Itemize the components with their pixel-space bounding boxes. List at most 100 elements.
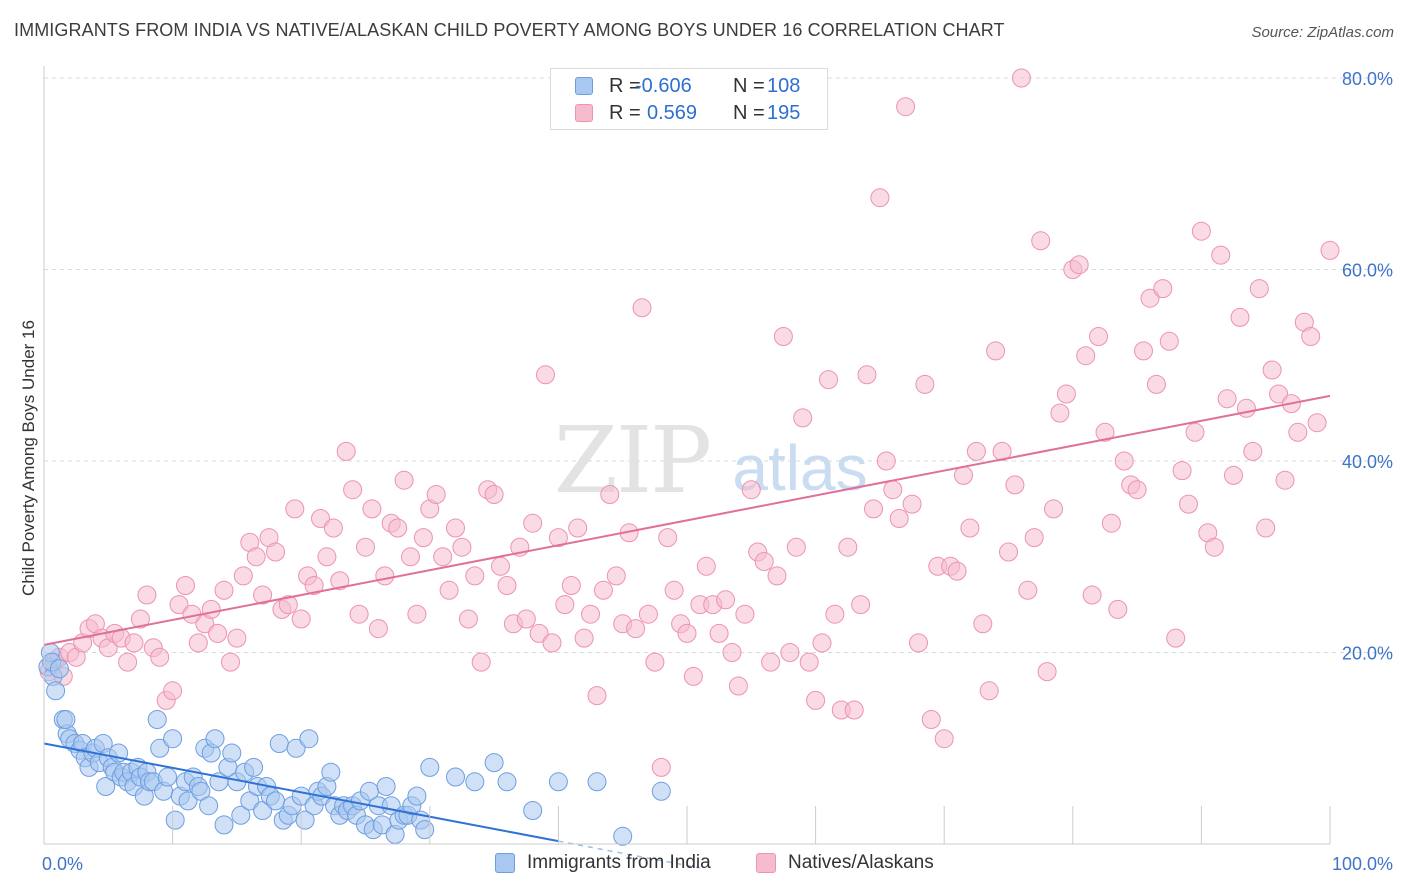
point-natives-alaskans [626,619,646,639]
trend-lines [43,394,1331,869]
legend-r-value: 0.569 [647,102,698,124]
point-natives-alaskans [1230,307,1250,327]
point-natives-alaskans [786,537,806,557]
point-natives-alaskans [851,595,871,615]
point-natives-alaskans [876,451,896,471]
point-natives-alaskans [368,619,388,639]
bottom-legend-swatch-pink [756,853,776,873]
point-natives-alaskans [1191,221,1211,241]
x-tick-label-min: 0.0% [42,854,83,874]
point-natives-alaskans [1224,465,1243,485]
point-immigrants-from-india [548,772,568,792]
point-natives-alaskans [233,566,253,586]
point-natives-alaskans [1153,279,1173,299]
point-immigrants-from-india [147,710,167,729]
point-immigrants-from-india [407,786,427,806]
point-immigrants-from-india [56,710,76,729]
point-natives-alaskans [388,518,408,538]
point-natives-alaskans [1069,255,1089,275]
point-natives-alaskans [1166,628,1186,648]
point-natives-alaskans [986,341,1006,361]
point-immigrants-from-india [214,815,234,835]
point-immigrants-from-india [286,738,306,758]
point-immigrants-from-india [376,777,396,796]
point-natives-alaskans [516,609,536,629]
point-natives-alaskans [1134,341,1153,361]
point-natives-alaskans [979,681,999,701]
point-natives-alaskans [838,537,858,557]
point-natives-alaskans [844,700,864,720]
point-natives-alaskans [587,686,607,706]
point-natives-alaskans [780,643,800,662]
legend-swatch-blue [575,77,593,95]
point-natives-alaskans [593,580,613,600]
y-tick-label: 20.0% [1342,644,1393,664]
point-natives-alaskans [999,542,1018,562]
point-immigrants-from-india [651,781,671,801]
point-natives-alaskans [1031,231,1051,251]
point-natives-alaskans [1256,518,1276,538]
point-immigrants-from-india [158,767,177,787]
chart-source: Source: ZipAtlas.com [1251,24,1394,41]
point-natives-alaskans [446,518,465,538]
point-natives-alaskans [523,513,543,533]
point-natives-alaskans [1140,288,1160,308]
bottom-legend-label: Natives/Alaskans [788,852,934,873]
point-natives-alaskans [343,480,363,500]
point-natives-alaskans [1056,384,1076,404]
point-natives-alaskans [1101,513,1121,533]
point-natives-alaskans [568,518,588,538]
legend-n-value: 195 [767,102,801,124]
point-natives-alaskans [1243,441,1263,461]
point-immigrants-from-india [222,743,242,763]
point-natives-alaskans [1307,413,1327,433]
point-natives-alaskans [1044,499,1063,519]
point-natives-alaskans [452,537,472,557]
point-natives-alaskans [323,518,343,538]
point-natives-alaskans [1076,346,1096,366]
point-natives-alaskans [709,623,729,643]
point-natives-alaskans [574,628,594,648]
point-natives-alaskans [754,552,774,571]
point-natives-alaskans [169,595,189,615]
point-natives-alaskans [407,604,427,624]
point-immigrants-from-india [415,820,435,840]
point-natives-alaskans [433,547,453,567]
y-tick-label: 60.0% [1342,261,1393,281]
point-natives-alaskans [176,576,195,595]
point-natives-alaskans [1262,360,1282,380]
point-natives-alaskans [246,547,266,567]
point-natives-alaskans [1018,580,1038,600]
point-natives-alaskans [954,465,973,485]
series-immigrants-from-india [38,643,671,846]
trend-line-natives-alaskans [43,394,1331,646]
point-immigrants-from-india [178,791,198,811]
point-natives-alaskans [413,528,433,548]
legend-swatch-pink [575,104,593,122]
correlation-legend: R = -0.606 N = 108 R = 0.569 N = 195 [550,68,828,130]
point-natives-alaskans [1179,494,1198,514]
point-immigrants-from-india [587,772,607,792]
point-natives-alaskans [902,494,922,514]
point-natives-alaskans [761,652,781,672]
point-natives-alaskans [1172,461,1192,481]
point-natives-alaskans [356,537,375,557]
point-natives-alaskans [1236,398,1256,418]
point-natives-alaskans [137,585,157,605]
point-natives-alaskans [491,556,510,576]
point-natives-alaskans [317,547,337,567]
point-natives-alaskans [909,633,928,653]
point-natives-alaskans [394,470,414,490]
point-natives-alaskans [471,652,491,672]
point-natives-alaskans [201,599,221,619]
legend-r-label: R = [609,102,641,124]
point-natives-alaskans [214,580,234,600]
point-natives-alaskans [304,576,324,595]
point-natives-alaskans [1146,374,1166,394]
point-natives-alaskans [658,528,678,548]
point-natives-alaskans [1249,279,1269,299]
point-immigrants-from-india [295,810,315,830]
point-natives-alaskans [896,97,916,117]
point-natives-alaskans [870,188,890,208]
